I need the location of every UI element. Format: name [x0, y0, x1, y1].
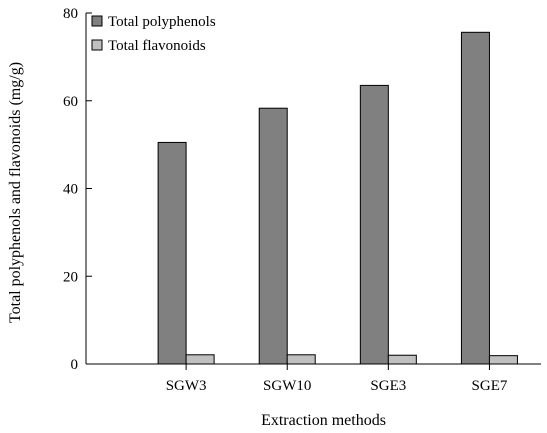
- bar-total-flavonoids-sge3: [387, 354, 417, 365]
- legend-swatch: [91, 15, 103, 27]
- x-axis-label: Extraction methods: [261, 412, 386, 429]
- y-tick-label: 20: [63, 269, 78, 285]
- legend-label: Total flavonoids: [108, 38, 206, 54]
- y-tick-label: 80: [63, 6, 78, 22]
- bar-total-polyphenols-sge3: [359, 84, 389, 365]
- y-tick-label: 60: [63, 94, 78, 110]
- bar-total-flavonoids-sgw3: [185, 354, 215, 365]
- x-tick-label: SGW3: [166, 378, 207, 394]
- y-tick-label: 0: [71, 357, 79, 373]
- bar-total-polyphenols-sge7: [460, 31, 490, 365]
- x-tick-label: SGE3: [370, 378, 406, 394]
- legend-swatch: [91, 39, 103, 51]
- bars: [157, 31, 518, 365]
- x-tick-label: SGE7: [472, 378, 508, 394]
- y-axis-label: Total polyphenols and flavonoids (mg/g): [7, 62, 24, 323]
- legend: Total polyphenols Total flavonoids: [91, 14, 216, 54]
- x-tick-label: SGW10: [263, 378, 311, 394]
- bar-total-polyphenols-sgw10: [258, 107, 288, 365]
- bar-total-flavonoids-sge7: [488, 355, 518, 365]
- y-tick-label: 40: [63, 182, 78, 198]
- bar-total-flavonoids-sgw10: [286, 354, 316, 365]
- legend-label: Total polyphenols: [108, 14, 216, 30]
- x-ticks: SGW3 SGW10 SGE3 SGE7: [166, 364, 508, 394]
- bar-total-polyphenols-sgw3: [157, 141, 187, 365]
- y-ticks: 0 20 40 60 80: [63, 6, 92, 373]
